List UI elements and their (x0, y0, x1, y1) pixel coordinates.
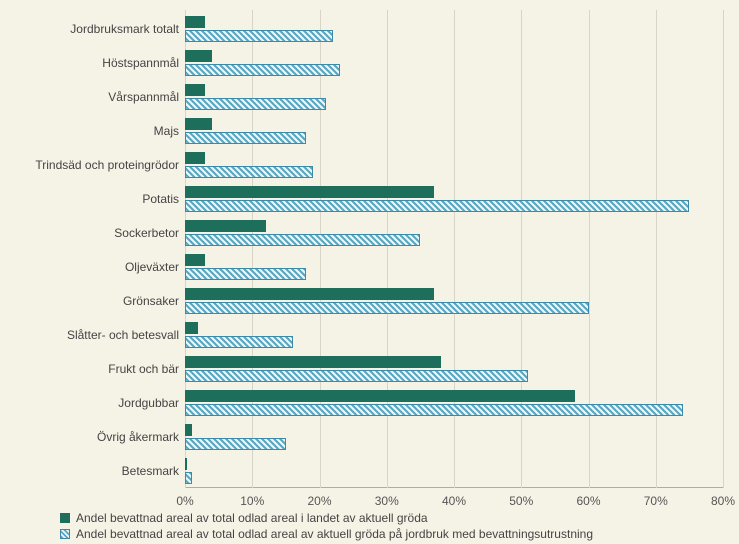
x-tick-label: 60% (576, 488, 600, 508)
bar-pattern (185, 132, 306, 144)
bar-solid (185, 118, 212, 130)
category-label: Slåtter- och betesvall (67, 328, 179, 342)
irrigation-share-chart: 0%10%20%30%40%50%60%70%80% Andel bevattn… (0, 0, 739, 544)
legend-swatch-pattern (60, 529, 70, 539)
gridline (656, 10, 657, 488)
bar-solid (185, 254, 205, 266)
category-label: Potatis (142, 192, 179, 206)
bar-pattern (185, 370, 528, 382)
bar-pattern (185, 98, 326, 110)
x-tick-label: 20% (307, 488, 331, 508)
bar-pattern (185, 438, 286, 450)
category-label: Sockerbetor (114, 226, 179, 240)
bar-solid (185, 16, 205, 28)
x-tick-label: 10% (240, 488, 264, 508)
bar-solid (185, 50, 212, 62)
x-tick-label: 30% (375, 488, 399, 508)
gridline (454, 10, 455, 488)
bar-solid (185, 458, 187, 470)
x-tick-label: 80% (711, 488, 735, 508)
bar-solid (185, 322, 198, 334)
x-tick-label: 40% (442, 488, 466, 508)
category-label: Frukt och bär (108, 362, 179, 376)
category-label: Trindsäd och proteingrödor (35, 158, 179, 172)
category-label: Höstspannmål (102, 56, 179, 70)
gridline (252, 10, 253, 488)
category-label: Jordbruksmark totalt (70, 22, 179, 36)
bar-pattern (185, 64, 340, 76)
category-label: Majs (154, 124, 179, 138)
bar-pattern (185, 30, 333, 42)
bar-solid (185, 220, 266, 232)
legend-item-pattern: Andel bevattnad areal av total odlad are… (60, 526, 593, 542)
category-label: Övrig åkermark (97, 430, 179, 444)
gridline (723, 10, 724, 488)
plot-area: 0%10%20%30%40%50%60%70%80% (185, 10, 723, 488)
bar-solid (185, 356, 441, 368)
gridline (320, 10, 321, 488)
x-tick-label: 70% (644, 488, 668, 508)
bar-solid (185, 390, 575, 402)
bar-pattern (185, 200, 689, 212)
bar-solid (185, 288, 434, 300)
bar-solid (185, 186, 434, 198)
bar-pattern (185, 404, 683, 416)
category-label: Grönsaker (123, 294, 179, 308)
x-tick-label: 50% (509, 488, 533, 508)
category-label: Jordgubbar (118, 396, 179, 410)
bar-pattern (185, 336, 293, 348)
bar-pattern (185, 166, 313, 178)
legend: Andel bevattnad areal av total odlad are… (60, 510, 593, 542)
category-label: Vårspannmål (108, 90, 179, 104)
bar-solid (185, 84, 205, 96)
x-tick-label: 0% (176, 488, 193, 508)
bar-solid (185, 152, 205, 164)
gridline (387, 10, 388, 488)
category-label: Oljeväxter (125, 260, 179, 274)
legend-label-pattern: Andel bevattnad areal av total odlad are… (76, 526, 593, 542)
bar-pattern (185, 472, 192, 484)
category-label: Betesmark (122, 464, 179, 478)
legend-item-solid: Andel bevattnad areal av total odlad are… (60, 510, 593, 526)
legend-label-solid: Andel bevattnad areal av total odlad are… (76, 510, 428, 526)
legend-swatch-solid (60, 513, 70, 523)
bar-pattern (185, 302, 589, 314)
bar-pattern (185, 234, 420, 246)
bar-pattern (185, 268, 306, 280)
gridline (589, 10, 590, 488)
bar-solid (185, 424, 192, 436)
gridline (185, 10, 186, 488)
gridline (521, 10, 522, 488)
